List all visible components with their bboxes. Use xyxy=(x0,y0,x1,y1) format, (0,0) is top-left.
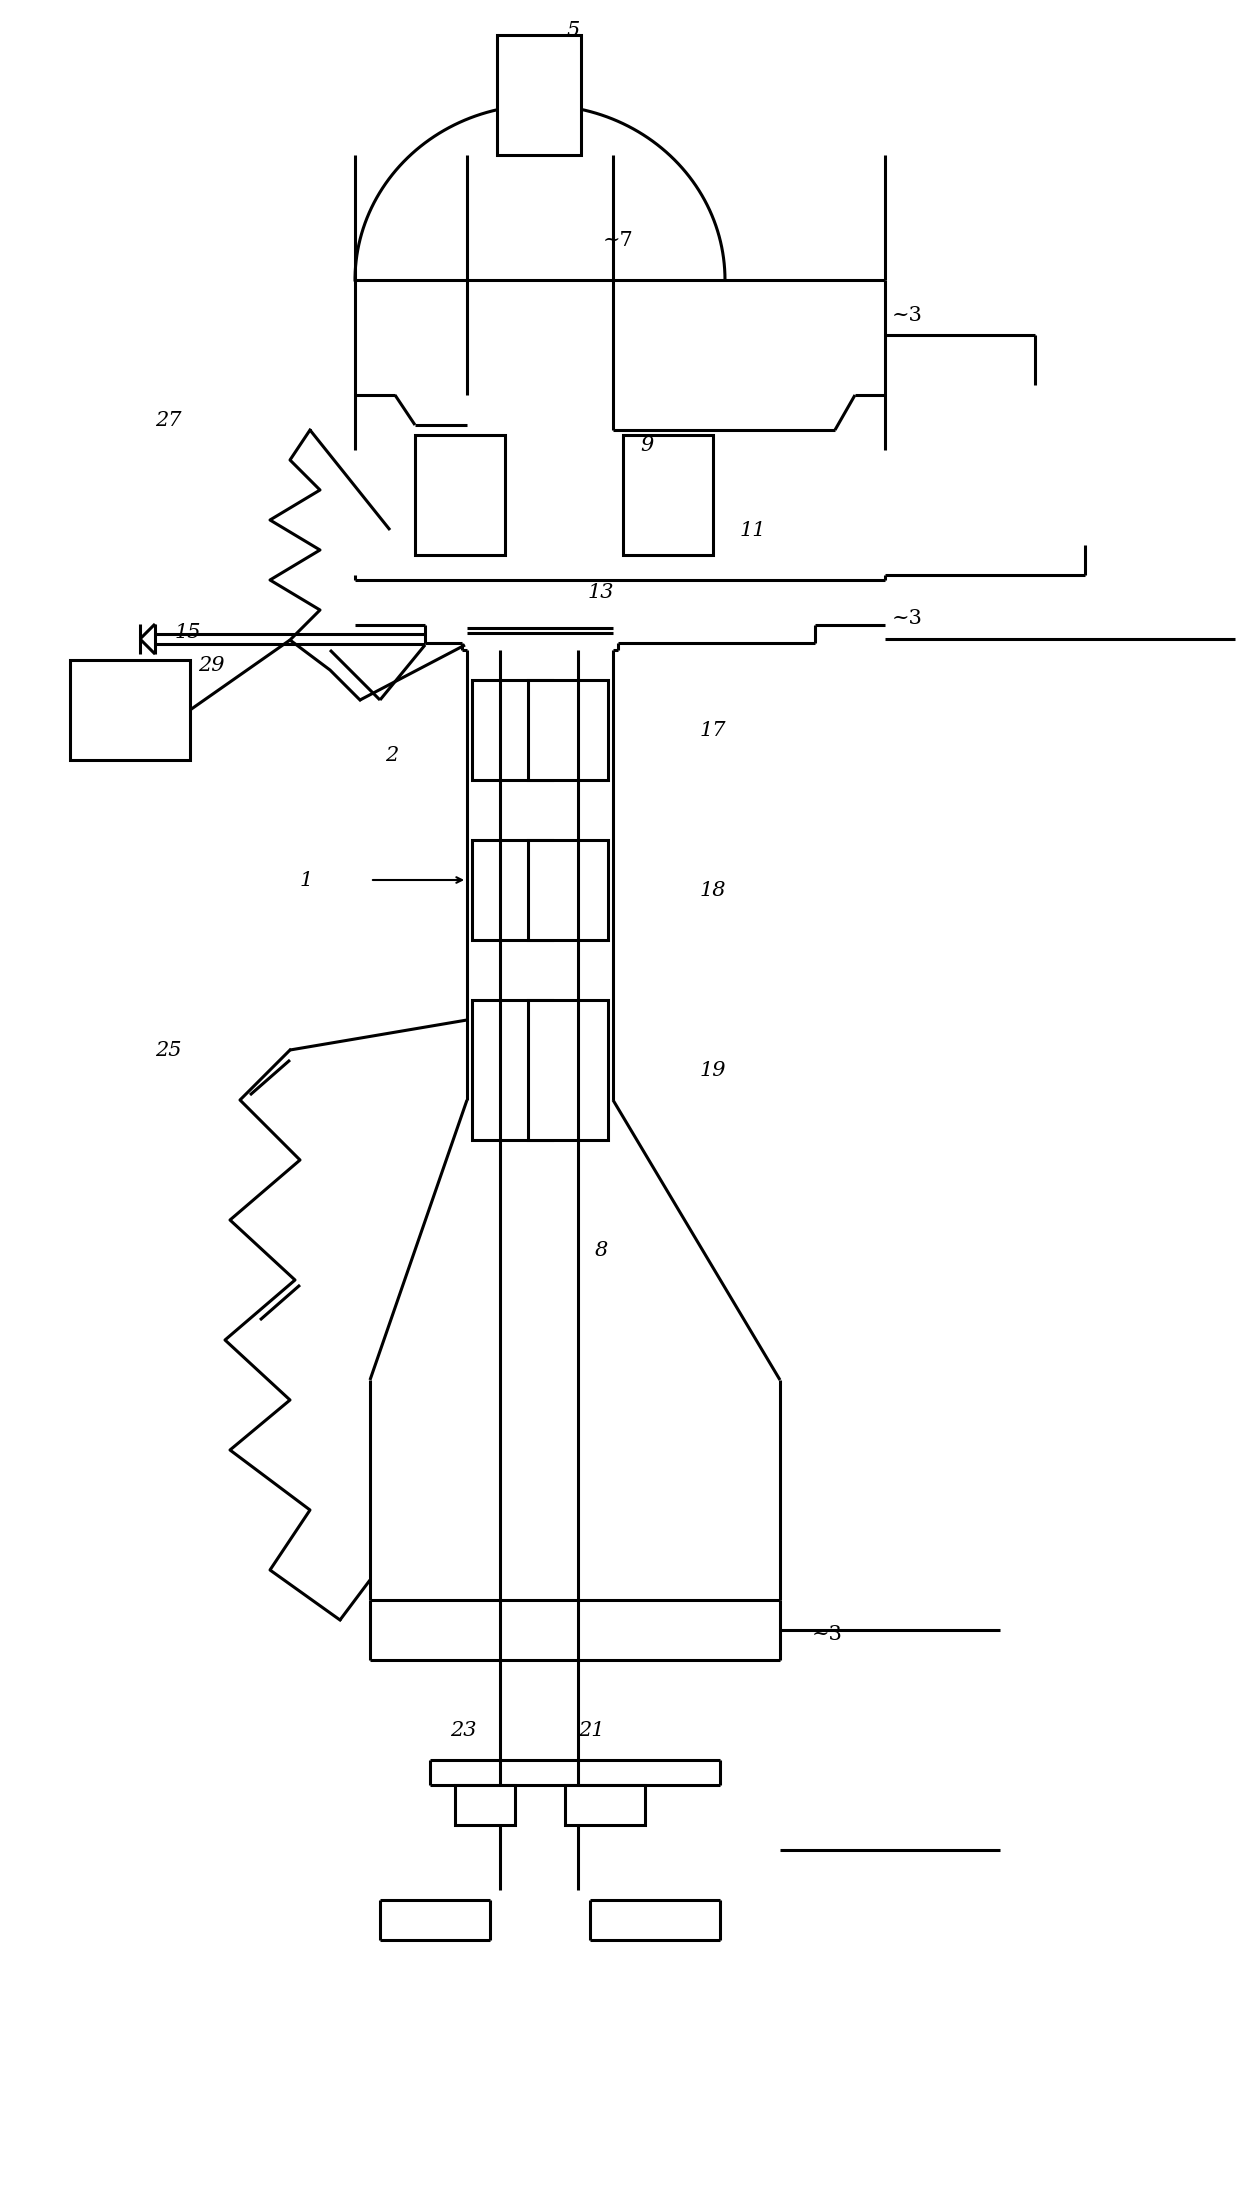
Bar xyxy=(472,839,552,940)
Bar xyxy=(415,435,505,556)
Text: ~3: ~3 xyxy=(812,1626,843,1646)
Bar xyxy=(472,681,552,780)
Bar xyxy=(622,435,713,556)
Text: ~3: ~3 xyxy=(892,305,923,325)
Bar xyxy=(472,1000,552,1140)
Text: ~3: ~3 xyxy=(892,609,923,628)
Bar xyxy=(69,659,190,760)
Text: 9: 9 xyxy=(640,435,653,455)
Bar xyxy=(528,681,608,780)
Text: 11: 11 xyxy=(740,521,766,540)
Text: 17: 17 xyxy=(701,721,727,740)
Text: 19: 19 xyxy=(701,1061,727,1079)
Text: 23: 23 xyxy=(450,1720,476,1740)
Bar xyxy=(565,1784,645,1826)
Bar xyxy=(455,1784,515,1826)
Bar xyxy=(528,839,608,940)
Text: 8: 8 xyxy=(595,1241,609,1259)
Text: 18: 18 xyxy=(701,881,727,899)
Text: 2: 2 xyxy=(384,745,398,765)
Bar xyxy=(497,35,582,156)
Text: 1: 1 xyxy=(300,870,314,890)
Bar xyxy=(528,1000,608,1140)
Text: 21: 21 xyxy=(578,1720,605,1740)
Text: 27: 27 xyxy=(155,411,181,428)
Text: 29: 29 xyxy=(198,655,224,674)
Text: 5: 5 xyxy=(567,20,580,40)
Text: 15: 15 xyxy=(175,622,202,642)
Text: ~7: ~7 xyxy=(603,231,634,250)
Text: 13: 13 xyxy=(588,582,615,602)
Text: 25: 25 xyxy=(155,1041,181,1059)
